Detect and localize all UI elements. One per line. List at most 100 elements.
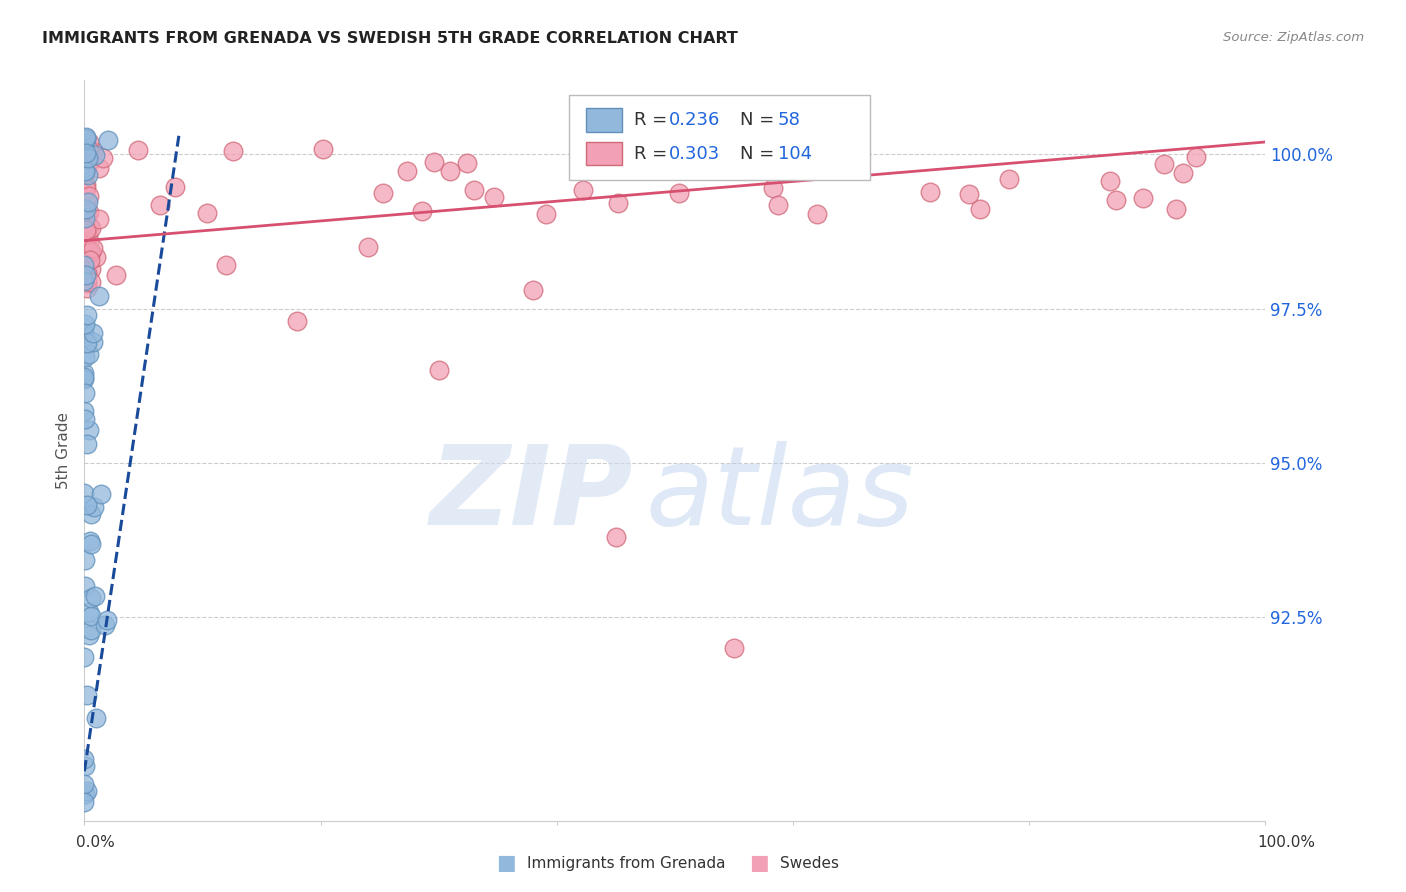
- Point: [605, 530, 627, 544]
- Point: [73, 244, 96, 259]
- Point: [97, 133, 120, 147]
- Point: [76, 784, 98, 798]
- Point: [73, 162, 96, 177]
- Point: [82, 241, 104, 255]
- Point: [77, 228, 100, 243]
- Point: [536, 207, 558, 221]
- Point: [1105, 194, 1128, 208]
- Point: [76, 276, 98, 290]
- Point: [640, 135, 662, 149]
- Point: [75, 132, 97, 146]
- Point: [427, 363, 450, 377]
- Point: [80, 537, 103, 551]
- Point: [163, 180, 186, 194]
- Point: [73, 258, 96, 272]
- Text: 58: 58: [778, 112, 800, 129]
- Point: [80, 623, 103, 637]
- Point: [75, 156, 97, 170]
- Text: R =: R =: [634, 112, 672, 129]
- Text: N =: N =: [740, 112, 780, 129]
- Point: [75, 195, 97, 210]
- Text: atlas: atlas: [645, 442, 914, 549]
- Text: R =: R =: [634, 145, 672, 162]
- Point: [73, 167, 96, 181]
- Point: [77, 627, 100, 641]
- Text: N =: N =: [740, 145, 780, 162]
- Point: [73, 795, 96, 809]
- Point: [79, 533, 101, 548]
- Point: [75, 202, 97, 217]
- Point: [76, 689, 98, 703]
- Point: [79, 275, 101, 289]
- Point: [195, 206, 218, 220]
- Point: [918, 185, 941, 199]
- Point: [127, 144, 149, 158]
- Point: [76, 308, 98, 322]
- Text: Source: ZipAtlas.com: Source: ZipAtlas.com: [1223, 31, 1364, 45]
- Point: [75, 164, 97, 178]
- Point: [610, 161, 633, 176]
- Point: [957, 187, 980, 202]
- Point: [77, 605, 100, 619]
- Point: [73, 216, 96, 230]
- Point: [73, 147, 96, 161]
- Point: [482, 189, 505, 203]
- Point: [221, 144, 243, 158]
- Point: [84, 250, 107, 264]
- Point: [82, 144, 104, 158]
- Text: 0.0%: 0.0%: [76, 836, 115, 850]
- Y-axis label: 5th Grade: 5th Grade: [56, 412, 72, 489]
- Point: [77, 242, 100, 256]
- Point: [73, 752, 96, 766]
- Point: [82, 334, 104, 349]
- Point: [90, 487, 112, 501]
- Point: [77, 135, 100, 149]
- Point: [75, 131, 97, 145]
- Text: 0.303: 0.303: [669, 145, 720, 162]
- Point: [775, 155, 797, 169]
- Point: [77, 205, 100, 219]
- Point: [1166, 202, 1188, 216]
- Point: [463, 183, 485, 197]
- Point: [75, 263, 97, 277]
- Point: [762, 181, 785, 195]
- Point: [84, 148, 107, 162]
- Point: [73, 366, 96, 380]
- Point: [76, 274, 98, 288]
- Point: [73, 207, 96, 221]
- Point: [73, 264, 96, 278]
- Point: [73, 143, 96, 157]
- Point: [73, 412, 96, 426]
- Point: [77, 143, 100, 157]
- Point: [83, 589, 105, 603]
- Point: [73, 326, 96, 340]
- Point: [75, 146, 97, 161]
- Point: [456, 156, 478, 170]
- Point: [439, 163, 461, 178]
- Point: [76, 281, 98, 295]
- Point: [87, 161, 110, 175]
- Point: [77, 154, 100, 169]
- Point: [1171, 166, 1194, 180]
- Point: [73, 369, 96, 384]
- Point: [73, 220, 96, 235]
- Point: [73, 326, 96, 340]
- Text: ■: ■: [749, 854, 769, 873]
- Point: [73, 553, 96, 567]
- Point: [91, 151, 114, 165]
- Point: [75, 130, 97, 145]
- Point: [79, 245, 101, 260]
- Point: [1099, 174, 1122, 188]
- Point: [73, 167, 96, 181]
- Point: [215, 259, 238, 273]
- Point: [80, 261, 103, 276]
- Point: [73, 138, 96, 153]
- Point: [87, 211, 110, 226]
- Point: [572, 183, 595, 197]
- Point: [76, 168, 98, 182]
- Point: [87, 289, 110, 303]
- Point: [75, 787, 97, 801]
- Point: [79, 219, 101, 233]
- Point: [75, 268, 97, 282]
- Point: [76, 208, 98, 222]
